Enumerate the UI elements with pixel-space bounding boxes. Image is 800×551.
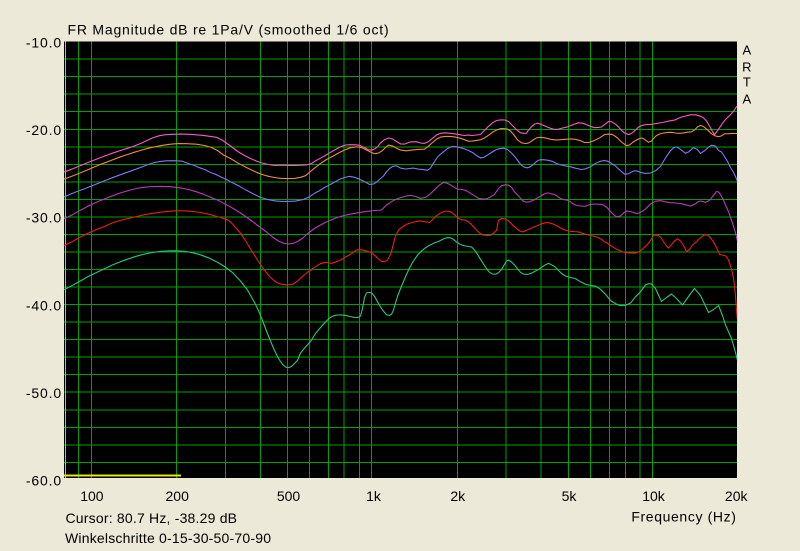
svg-text:-40.0: -40.0	[26, 297, 62, 313]
svg-text:A: A	[742, 43, 751, 58]
svg-text:2k: 2k	[450, 488, 466, 504]
svg-text:1k: 1k	[366, 488, 382, 504]
svg-text:200: 200	[166, 488, 190, 504]
svg-text:10k: 10k	[642, 488, 666, 504]
svg-text:100: 100	[80, 488, 104, 504]
svg-text:500: 500	[277, 488, 301, 504]
svg-text:Cursor: 80.7 Hz, -38.29 dB: Cursor: 80.7 Hz, -38.29 dB	[66, 510, 238, 526]
svg-text:5k: 5k	[562, 488, 578, 504]
svg-text:-30.0: -30.0	[26, 210, 62, 226]
svg-text:-20.0: -20.0	[26, 122, 62, 138]
svg-text:A: A	[742, 92, 751, 107]
svg-text:-10.0: -10.0	[26, 34, 62, 50]
svg-text:R: R	[742, 60, 751, 75]
svg-text:T: T	[743, 75, 751, 90]
svg-text:-60.0: -60.0	[26, 473, 62, 489]
svg-text:FR Magnitude dB re 1Pa/V (smoo: FR Magnitude dB re 1Pa/V (smoothed 1/6 o…	[68, 22, 390, 38]
svg-text:Winkelschritte 0-15-30-50-70-9: Winkelschritte 0-15-30-50-70-90	[65, 530, 271, 546]
svg-text:-50.0: -50.0	[26, 385, 62, 401]
svg-text:Frequency (Hz): Frequency (Hz)	[631, 509, 736, 525]
svg-text:20k: 20k	[725, 488, 749, 504]
